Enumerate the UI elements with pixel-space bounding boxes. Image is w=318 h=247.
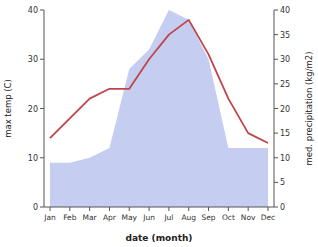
y2-tick: [274, 83, 278, 84]
x-tick: [268, 207, 269, 211]
x-tick-label: Nov: [241, 213, 256, 222]
chart: 0 10 20 30 40 0 5 10 15 20 25 30 35 40 Jan Feb Mar Apr May…: [0, 0, 318, 247]
x-tick-label: Dec: [261, 213, 276, 222]
y2-tick-label: 5: [280, 178, 285, 187]
x-tick-label: Jul: [163, 213, 173, 222]
y2-tick-label: 30: [280, 55, 290, 64]
y2-tick: [274, 59, 278, 60]
y2-tick: [274, 207, 278, 208]
x-tick-label: Feb: [63, 213, 77, 222]
x-tick: [149, 207, 150, 211]
y-tick-label: 0: [33, 203, 38, 212]
y-tick: [40, 157, 44, 158]
y2-tick-label: 10: [280, 154, 290, 163]
y2-tick-label: 20: [280, 105, 290, 114]
x-tick: [168, 207, 169, 211]
y-tick: [40, 108, 44, 109]
y2-tick-label: 0: [280, 203, 285, 212]
y2-tick: [274, 108, 278, 109]
x-tick-label: Aug: [181, 213, 196, 222]
y-axis-label: max temp (C): [3, 79, 13, 138]
y2-tick-label: 40: [280, 6, 290, 15]
y-tick-label: 40: [28, 6, 38, 15]
x-tick: [208, 207, 209, 211]
x-tick: [188, 207, 189, 211]
x-tick: [129, 207, 130, 211]
y-tick: [40, 207, 44, 208]
y2-tick-label: 35: [280, 31, 290, 40]
y2-axis-label: med. precipitation (kg/m2): [304, 51, 314, 165]
x-tick-label: Jan: [43, 213, 56, 222]
x-axis-label: date (month): [126, 233, 193, 243]
x-tick-label: Mar: [83, 213, 98, 222]
y-tick: [40, 59, 44, 60]
x-tick: [69, 207, 70, 211]
temp-line: [50, 20, 268, 143]
y2-tick: [274, 10, 278, 11]
precip-area: [50, 10, 268, 207]
y-tick-label: 20: [28, 105, 38, 114]
plot-area: [50, 10, 268, 207]
bottom-axis: [44, 207, 274, 208]
x-tick: [228, 207, 229, 211]
x-tick: [89, 207, 90, 211]
y2-tick-label: 25: [280, 80, 290, 89]
y-tick: [40, 10, 44, 11]
y-tick-label: 10: [28, 154, 38, 163]
x-tick-label: Oct: [222, 213, 235, 222]
chart-container: 0 10 20 30 40 0 5 10 15 20 25 30 35 40 Jan Feb Mar Apr May…: [0, 0, 318, 247]
y2-tick-label: 15: [280, 129, 290, 138]
x-tick-label: Apr: [103, 213, 117, 222]
x-tick-label: Sep: [201, 213, 215, 222]
y2-tick: [274, 34, 278, 35]
x-tick: [50, 207, 51, 211]
x-tick: [109, 207, 110, 211]
x-tick-label: May: [122, 213, 138, 222]
y2-tick: [274, 133, 278, 134]
x-tick-label: Jun: [142, 213, 155, 222]
y-tick-label: 30: [28, 55, 38, 64]
x-tick: [248, 207, 249, 211]
y2-tick: [274, 157, 278, 158]
y2-tick: [274, 182, 278, 183]
